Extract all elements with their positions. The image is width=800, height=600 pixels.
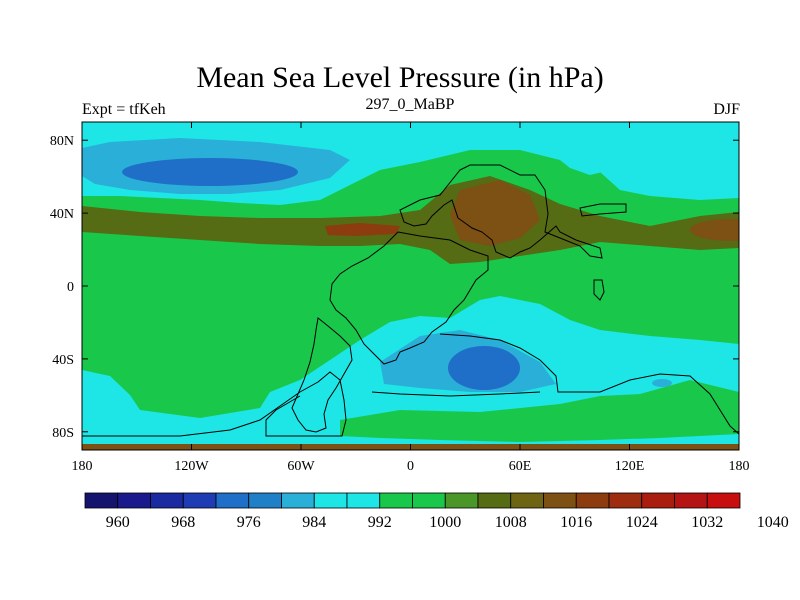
map-title: Mean Sea Level Pressure (in hPa): [196, 61, 604, 94]
coastline-southern-edge: [371, 391, 541, 397]
coastline-africa: [329, 231, 489, 365]
y-tick-label: 80S: [52, 426, 74, 441]
x-tick-label: 120E: [615, 459, 645, 474]
field-south-small-blue: [652, 379, 672, 387]
colorbar-swatch: [182, 492, 217, 509]
season-label: DJF: [713, 101, 740, 118]
field-south-green: [340, 380, 739, 442]
colorbar-swatch: [674, 492, 708, 509]
colorbar-swatch: [543, 492, 577, 509]
colorbar-label: 984: [302, 514, 326, 531]
y-tick-label: 40N: [50, 207, 74, 222]
colorbar-label: 1040: [757, 514, 789, 531]
colorbar-swatch: [379, 492, 413, 509]
colorbar-label: 992: [368, 514, 392, 531]
coastline-australia: [439, 333, 739, 435]
colorbar: 960 968 976 984 992 1000 1008 1016 1024 1032 1040: [84, 492, 789, 531]
coastline-small-island: [593, 279, 605, 301]
coastline-antarctica: [82, 371, 347, 437]
colorbar-swatch: [150, 492, 184, 509]
colorbar-swatch: [313, 492, 348, 509]
colorbar-swatch: [281, 492, 315, 509]
colorbar-label: 1008: [495, 514, 527, 531]
coastline: [82, 164, 739, 437]
colorbar-swatch: [510, 492, 544, 509]
colorbar-swatch: [608, 492, 643, 509]
y-tick-label: 40S: [52, 353, 74, 368]
colorbar-label: 976: [237, 514, 261, 531]
x-tick-label: 180: [729, 459, 750, 474]
x-tick-label: 120W: [174, 459, 209, 474]
field-olive-band: [82, 176, 739, 264]
colorbar-swatch: [706, 492, 741, 509]
pressure-field: [82, 122, 739, 450]
colorbar-swatch: [248, 492, 282, 509]
x-tick-label: 60W: [287, 459, 315, 474]
coastline-eurasia: [399, 164, 603, 259]
map-axes: 180 120W 60W 0 60E 120E 180 80N 40N 0 40S 80S: [50, 122, 750, 474]
y-tick-label: 80N: [50, 134, 74, 149]
y-tick-label: 0: [67, 280, 74, 295]
x-tick-label: 60E: [509, 459, 532, 474]
colorbar-swatch: [117, 492, 151, 509]
colorbar-label: 1032: [691, 514, 723, 531]
field-brown-asia: [450, 180, 540, 246]
colorbar-label: 960: [106, 514, 130, 531]
x-tick-label: 0: [407, 459, 414, 474]
coastline-asia-islands: [579, 203, 627, 217]
colorbar-swatch: [346, 492, 381, 509]
colorbar-label: 1000: [429, 514, 461, 531]
colorbar-label: 968: [171, 514, 195, 531]
colorbar-swatch: [215, 492, 250, 509]
x-tick-label: 180: [72, 459, 93, 474]
coastline-south-america: [291, 317, 353, 433]
colorbar-label: 1016: [560, 514, 592, 531]
colorbar-swatch: [84, 492, 119, 509]
field-brown-atlantic: [325, 223, 400, 236]
colorbar-swatch: [412, 492, 446, 509]
field-south-deepblue: [448, 346, 520, 390]
colorbar-swatch: [477, 492, 512, 509]
experiment-label: Expt = tfKeh: [82, 101, 166, 118]
field-north-deepblue: [122, 158, 298, 186]
colorbar-swatch: [641, 492, 675, 509]
colorbar-label: 1024: [626, 514, 658, 531]
colorbar-swatch: [444, 492, 479, 509]
period-label: 297_0_MaBP: [365, 96, 455, 113]
field-brown-pacific: [690, 219, 739, 241]
colorbar-swatch: [575, 492, 610, 509]
